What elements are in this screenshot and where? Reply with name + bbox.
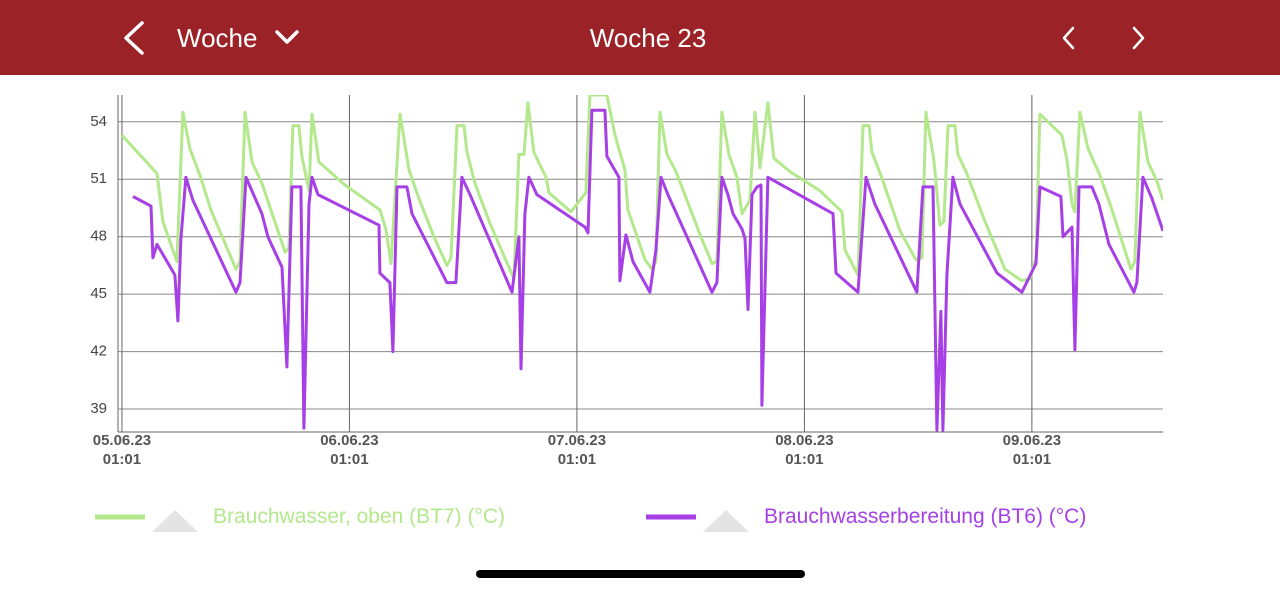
x-tick-label: 08.06.23 01:01 bbox=[775, 432, 834, 468]
y-tick-label: 39 bbox=[90, 400, 107, 417]
previous-button[interactable] bbox=[1058, 24, 1080, 52]
period-selector[interactable]: Woche bbox=[177, 23, 258, 53]
legend-label: Brauchwasser, oben (BT7) (°C) bbox=[213, 505, 506, 528]
data-line bbox=[120, 95, 1163, 283]
x-tick-label: 09.06.23 01:01 bbox=[1002, 432, 1062, 468]
legend-label: Brauchwasserbereitung (BT6) (°C) bbox=[764, 505, 1087, 528]
grid bbox=[118, 95, 1163, 432]
data-line bbox=[132, 108, 1163, 432]
period-dropdown[interactable] bbox=[274, 28, 302, 48]
plot-area bbox=[120, 95, 1163, 432]
y-tick-label: 48 bbox=[90, 228, 107, 245]
legend bbox=[95, 510, 749, 532]
y-tick-label: 51 bbox=[90, 170, 107, 187]
back-button[interactable] bbox=[118, 20, 148, 56]
x-tick-label: 06.06.23 01:01 bbox=[320, 432, 379, 468]
legend-area-icon bbox=[152, 510, 198, 532]
y-tick-label: 45 bbox=[90, 285, 107, 302]
y-tick-label: 54 bbox=[90, 113, 107, 130]
x-tick-label: 07.06.23 01:01 bbox=[547, 432, 607, 468]
home-indicator bbox=[476, 570, 805, 578]
top-bar: Woche Woche 23 bbox=[0, 0, 1280, 75]
y-tick-label: 42 bbox=[90, 343, 107, 360]
legend-area-icon bbox=[703, 510, 749, 532]
x-tick-label: 05.06.23 01:01 bbox=[92, 432, 152, 468]
header-title: Woche 23 bbox=[589, 23, 707, 53]
next-button[interactable] bbox=[1128, 24, 1150, 52]
